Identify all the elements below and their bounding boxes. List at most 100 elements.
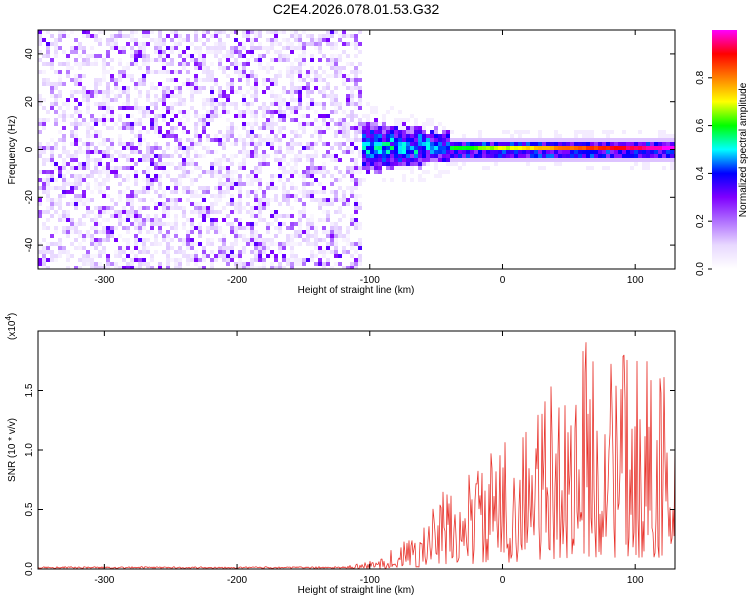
spectrogram-cell: [230, 134, 234, 138]
spectrogram-cell: [266, 186, 270, 190]
spectrogram-cell: [246, 150, 250, 154]
spectrogram-cell: [442, 138, 446, 142]
y-tick-label: 0.5: [24, 502, 35, 516]
spectrogram-cell: [330, 126, 334, 130]
spectrogram-cell: [154, 42, 158, 46]
spectrogram-cell: [306, 190, 310, 194]
spectrogram-cell: [334, 94, 338, 98]
spectrogram-cell: [310, 42, 314, 46]
spectrogram-cell: [98, 42, 102, 46]
spectrogram-cell: [602, 154, 606, 158]
spectrogram-cell: [166, 202, 170, 206]
spectrogram-cell: [142, 170, 146, 174]
spectrogram-cell: [98, 254, 102, 258]
spectrogram-cell: [606, 134, 610, 138]
spectrogram-cell: [46, 146, 50, 150]
spectrogram-cell: [462, 134, 466, 138]
spectrogram-cell: [526, 158, 530, 162]
spectrogram-cell: [214, 30, 218, 34]
spectrogram-cell: [366, 162, 370, 166]
spectrogram-cell: [78, 138, 82, 142]
spectrogram-cell: [270, 242, 274, 246]
spectrogram-cell: [86, 98, 90, 102]
spectrogram-cell: [618, 158, 622, 162]
spectrogram-cell: [254, 222, 258, 226]
spectrogram-cell: [418, 174, 422, 178]
spectrogram-cell: [162, 154, 166, 158]
spectrogram-cell: [490, 142, 494, 146]
spectrogram-cell: [262, 150, 266, 154]
spectrogram-cell: [266, 142, 270, 146]
spectrogram-cell: [62, 194, 66, 198]
spectrogram-cell: [198, 54, 202, 58]
spectrogram-cell: [430, 118, 434, 122]
spectrogram-cell: [102, 70, 106, 74]
spectrogram-cell: [258, 178, 262, 182]
spectrogram-cell: [546, 158, 550, 162]
spectrogram-cell: [138, 82, 142, 86]
spectrogram-cell: [162, 134, 166, 138]
spectrogram-cell: [406, 134, 410, 138]
spectrogram-cell: [370, 130, 374, 134]
spectrogram-cell: [290, 34, 294, 38]
spectrogram-cell: [162, 42, 166, 46]
spectrogram-cell: [506, 130, 510, 134]
spectrogram-cell: [238, 266, 242, 269]
spectrogram-cell: [426, 162, 430, 166]
spectrogram-cell: [290, 70, 294, 74]
spectrogram-cell: [46, 50, 50, 54]
spectrogram-cell: [62, 218, 66, 222]
spectrogram-cell: [38, 34, 42, 38]
spectrogram-cell: [410, 142, 414, 146]
spectrogram-cell: [562, 154, 566, 158]
spectrogram-cell: [606, 138, 610, 142]
spectrogram-cell: [270, 138, 274, 142]
spectrogram-cell: [422, 146, 426, 150]
spectrogram-cell: [278, 126, 282, 130]
spectrogram-cell: [190, 162, 194, 166]
spectrogram-cell: [214, 150, 218, 154]
spectrogram-cell: [130, 266, 134, 269]
spectrogram-cell: [306, 234, 310, 238]
spectrogram-cell: [170, 154, 174, 158]
spectrogram-cell: [446, 150, 450, 154]
spectrogram-cell: [114, 166, 118, 170]
spectrogram-cell: [514, 138, 518, 142]
spectrogram-cell: [438, 138, 442, 142]
spectrogram-cell: [70, 230, 74, 234]
spectrogram-cell: [282, 46, 286, 50]
spectrogram-cell: [246, 178, 250, 182]
spectrogram-cell: [354, 262, 358, 266]
spectrogram-cell: [550, 150, 554, 154]
spectrogram-cell: [82, 58, 86, 62]
spectrogram-cell: [186, 146, 190, 150]
spectrogram-cell: [54, 98, 58, 102]
spectrogram-cell: [94, 118, 98, 122]
spectrogram-cell: [298, 218, 302, 222]
spectrogram-cell: [126, 86, 130, 90]
spectrogram-cell: [234, 182, 238, 186]
spectrogram-cell: [326, 262, 330, 266]
spectrogram-cell: [258, 62, 262, 66]
spectrogram-cell: [218, 102, 222, 106]
spectrogram-cell: [338, 226, 342, 230]
spectrogram-cell: [282, 54, 286, 58]
spectrogram-cell: [190, 222, 194, 226]
spectrogram-cell: [342, 194, 346, 198]
spectrogram-cell: [166, 46, 170, 50]
spectrogram-cell: [354, 78, 358, 82]
spectrogram-cell: [166, 206, 170, 210]
spectrogram-cell: [530, 154, 534, 158]
spectrogram-cell: [226, 174, 230, 178]
spectrogram-cell: [594, 146, 598, 150]
spectrogram-cell: [230, 46, 234, 50]
spectrogram-cell: [334, 98, 338, 102]
spectrogram-cell: [286, 226, 290, 230]
spectrogram-cell: [610, 154, 614, 158]
spectrogram-cell: [158, 226, 162, 230]
spectrogram-cell: [102, 138, 106, 142]
spectrogram-cell: [174, 206, 178, 210]
spectrogram-cell: [270, 102, 274, 106]
spectrogram-cell: [274, 98, 278, 102]
spectrogram-cell: [38, 50, 42, 54]
